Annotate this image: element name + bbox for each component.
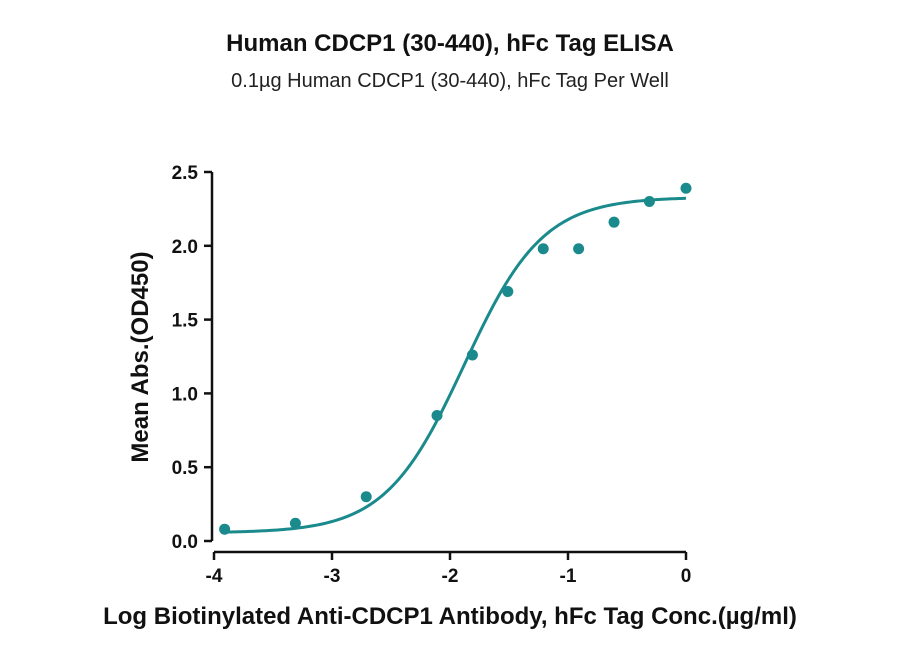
x-tick-label: -3 (324, 566, 341, 587)
x-tick-label: -4 (206, 566, 223, 587)
y-tick-label: 0.0 (172, 532, 198, 553)
chart-subtitle: 0.1µg Human CDCP1 (30-440), hFc Tag Per … (231, 70, 669, 92)
x-axis-label: Log Biotinylated Anti-CDCP1 Antibody, hF… (103, 603, 797, 630)
chart-title: Human CDCP1 (30-440), hFc Tag ELISA (226, 30, 674, 57)
data-point (573, 243, 585, 255)
y-tick-label: 1.0 (172, 384, 198, 405)
fit-curve-layer (224, 196, 687, 534)
x-tick-label: 0 (681, 566, 692, 587)
chart-axes: 0.0 0.5 1.0 1.5 2.0 2.5 -4 -3 -2 -1 0 (172, 163, 692, 587)
data-point (537, 243, 549, 255)
data-point (680, 182, 692, 194)
y-tick-label: 1.5 (172, 311, 199, 332)
fit-curve-line (224, 196, 687, 534)
x-tick-label: -2 (442, 566, 459, 587)
data-point (643, 196, 655, 208)
y-tick-label: 2.0 (172, 237, 198, 258)
data-point (466, 349, 478, 361)
data-point (502, 286, 514, 298)
y-tick-label: 2.5 (172, 163, 199, 184)
data-point (431, 410, 443, 422)
data-points-layer (219, 182, 692, 535)
y-axis-label: Mean Abs.(OD450) (127, 251, 154, 462)
data-point (608, 216, 620, 228)
data-point (360, 491, 372, 503)
x-tick-label: -1 (560, 566, 577, 587)
data-point (289, 517, 301, 529)
y-tick-label: 0.5 (172, 458, 199, 479)
data-point (219, 523, 231, 535)
